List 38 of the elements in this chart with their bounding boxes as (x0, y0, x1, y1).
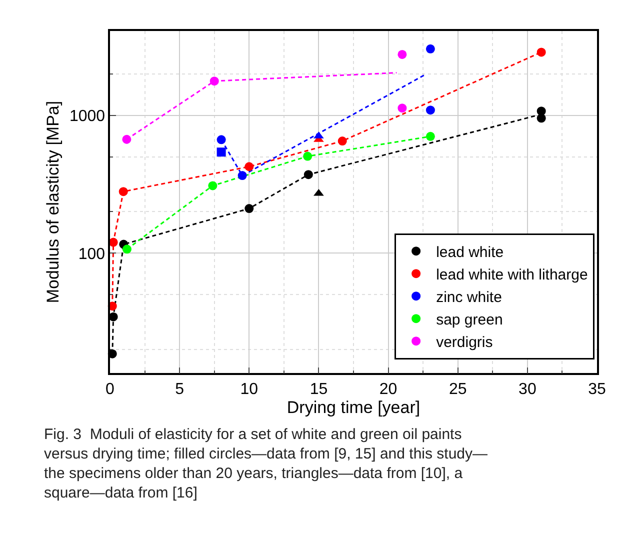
point (210, 76, 219, 86)
point (536, 114, 546, 123)
point (426, 132, 435, 141)
point (426, 106, 435, 115)
legend-label: lead white with litharge (436, 266, 588, 284)
point (238, 171, 247, 180)
point (122, 134, 132, 144)
point (118, 187, 128, 196)
point (208, 181, 218, 190)
point (216, 135, 226, 144)
point (122, 244, 132, 254)
x-axis-title: Drying time [year] (286, 398, 420, 417)
point (304, 170, 313, 180)
y-tick-label: 100 (78, 246, 106, 263)
point (426, 44, 435, 54)
x-tick-label: 10 (240, 380, 258, 398)
point (244, 162, 254, 172)
point (536, 48, 546, 57)
x-tick-label: 5 (175, 380, 184, 398)
x-tick-label: 20 (379, 380, 398, 398)
point (216, 148, 226, 157)
x-tick-label: 30 (518, 380, 536, 398)
x-tick-label: 35 (588, 380, 606, 398)
point (398, 50, 407, 59)
point (398, 104, 407, 113)
legend-label: lead white (436, 244, 504, 261)
x-tick-label: 0 (106, 380, 115, 398)
caption: Fig. 3 Moduli of elasticity for a set of white and green oil paints versus drying time; filled circles—data from [9, 15] and this study—the specimens older than 20 years, triangles—data from [10], a square—data from [16] (44, 426, 488, 502)
x-tick-label: 25 (448, 380, 467, 398)
x-tick-label: 15 (310, 380, 328, 398)
legend-label: verdigris (436, 334, 493, 351)
point (303, 152, 312, 161)
y-tick-label: 1000 (69, 108, 106, 126)
y-axis-title: Modulus of elasticity [MPa] (44, 100, 63, 304)
point (244, 204, 254, 214)
legend-label: sap green (436, 311, 503, 328)
point (338, 136, 347, 146)
legend-label: zinc white (436, 288, 502, 306)
